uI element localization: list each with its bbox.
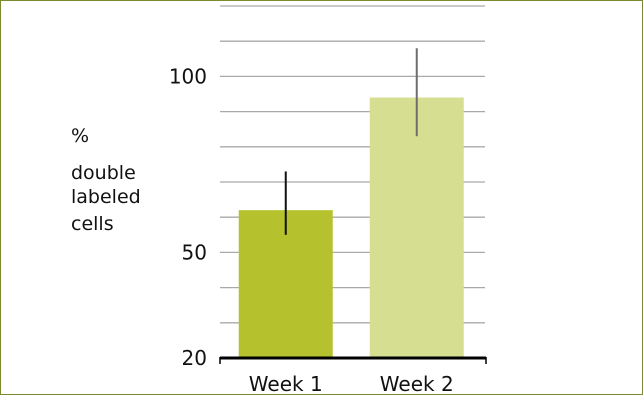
error-bars [284, 48, 418, 235]
y-axis-label-line-4: cells [71, 213, 114, 235]
y-axis-label-line-1: % [71, 125, 89, 147]
y-tick-label-100: 100 [169, 64, 207, 88]
y-tick-label-50: 50 [182, 240, 207, 264]
x-tick-label-week-1: Week 1 [249, 372, 323, 394]
bar-week-2 [369, 97, 464, 359]
y-axis-label-line-3: labeled [71, 186, 141, 208]
y-axis-label-line-2: double [71, 162, 136, 184]
x-tick-label-week-2: Week 2 [380, 372, 454, 394]
y-tick-label-20: 20 [182, 346, 207, 370]
axes: 20 50 100 Week 1 Week 2 [169, 64, 487, 394]
bars [238, 97, 464, 359]
